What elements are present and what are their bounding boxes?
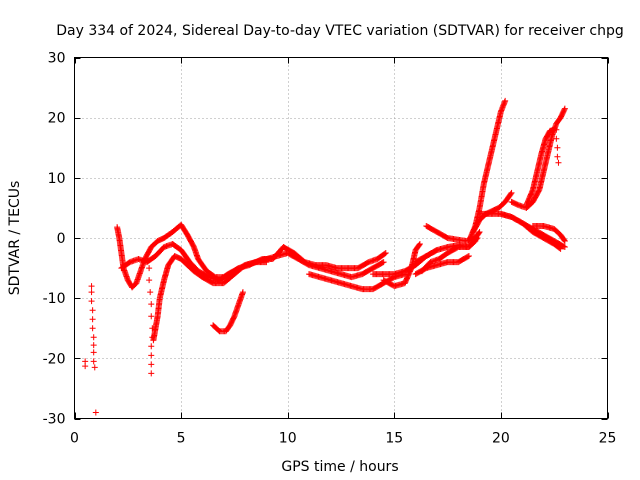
data-point [381, 250, 388, 257]
data-point [554, 144, 561, 151]
x-tick-label: 25 [599, 431, 617, 447]
data-point [508, 189, 515, 196]
data-point [88, 289, 95, 296]
x-tick-label: 10 [279, 431, 297, 447]
y-tick-label: 20 [48, 111, 66, 127]
data-point [148, 361, 155, 368]
data-point [553, 135, 560, 142]
data-point [465, 253, 472, 260]
x-tick-label: 0 [70, 431, 79, 447]
data-point [555, 159, 562, 166]
y-tick-label: 30 [48, 51, 66, 67]
data-point [90, 342, 97, 349]
y-tick-label: 0 [57, 231, 66, 247]
y-tick-label: 10 [48, 171, 66, 187]
data-point [89, 325, 96, 332]
data-point [380, 259, 387, 266]
data-point [148, 352, 155, 359]
data-point [148, 301, 155, 308]
data-point [89, 307, 96, 314]
data-point [379, 259, 386, 266]
plot-frame [74, 57, 608, 419]
data-point [382, 250, 389, 257]
data-point [475, 229, 482, 236]
x-tick-label: 15 [385, 431, 403, 447]
data-point [148, 313, 155, 320]
x-tick-label: 5 [177, 431, 186, 447]
data-point [502, 97, 509, 104]
data-point [239, 289, 246, 296]
data-point [561, 238, 568, 245]
data-point [560, 243, 567, 250]
data-point [146, 277, 153, 284]
chart-title: Day 334 of 2024, Sidereal Day-to-day VTE… [56, 23, 624, 39]
grid [74, 57, 608, 419]
data-point [92, 409, 99, 416]
data-point [88, 298, 95, 305]
data-point [561, 237, 568, 244]
data-point [464, 253, 471, 260]
y-tick-label: -10 [43, 291, 66, 307]
y-tick-label: -30 [43, 412, 66, 428]
data-point [82, 363, 89, 370]
y-tick-label: -20 [43, 351, 66, 367]
data-points [82, 97, 568, 416]
data-point [557, 245, 564, 252]
data-point [553, 126, 560, 133]
data-point [507, 190, 514, 197]
data-point [561, 105, 568, 112]
data-point [90, 358, 97, 365]
data-point [90, 334, 97, 341]
data-point [416, 241, 423, 248]
x-tick-label: 20 [492, 431, 510, 447]
data-point [148, 370, 155, 377]
tick-labels: 0 5 10 15 20 25 -30 -20 -10 0 10 20 30 [43, 51, 617, 447]
data-point [91, 364, 98, 371]
data-point [147, 289, 154, 296]
data-point [554, 153, 561, 160]
data-point [89, 316, 96, 323]
data-point [416, 242, 423, 249]
axis-ticks [74, 57, 609, 420]
data-point [90, 349, 97, 356]
data-point [556, 245, 563, 252]
data-point [561, 106, 568, 113]
data-point [148, 343, 155, 350]
x-axis-label: GPS time / hours [281, 459, 398, 475]
y-axis-label: SDTVAR / TECUs [7, 181, 23, 296]
data-point [146, 265, 153, 272]
data-point [476, 228, 483, 235]
data-point [561, 244, 568, 251]
data-point [88, 283, 95, 290]
